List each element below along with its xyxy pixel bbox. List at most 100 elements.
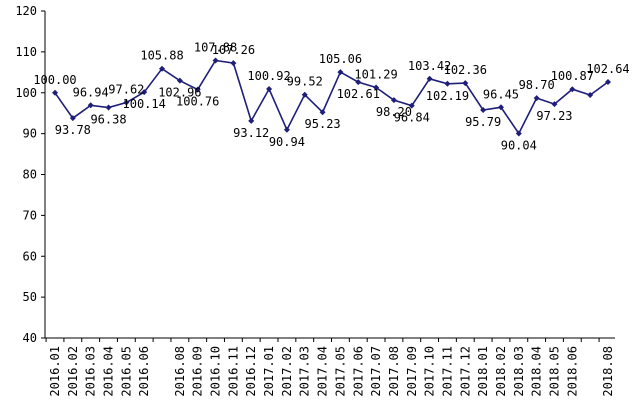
data-label: 96.94 (73, 85, 109, 99)
x-tick-label: 2018.05 (547, 346, 561, 397)
data-label: 102.36 (444, 63, 487, 77)
data-label: 98.70 (519, 78, 555, 92)
data-point (230, 60, 237, 67)
y-tick-label: 80 (23, 168, 37, 182)
x-tick-label: 2017.10 (423, 346, 437, 397)
x-axis: 2016.01 2016.02 2016.03 2016.04 2016.05 2016.… (45, 337, 615, 397)
data-point (87, 102, 94, 109)
y-tick-label: 50 (23, 290, 37, 304)
data-label: 95.79 (465, 115, 501, 129)
x-tick-label: 2016.01 (48, 346, 62, 397)
y-tick-label: 100 (15, 86, 37, 100)
data-label: 96.84 (394, 111, 430, 125)
data-point (569, 86, 576, 93)
x-tick-label: 2017.02 (280, 346, 294, 397)
y-axis: 40 50 60 70 80 90 100 110 120 (15, 4, 46, 345)
series-line (54, 59, 609, 136)
y-tick-label: 120 (15, 4, 37, 18)
x-tick-label: 2017.05 (333, 346, 347, 397)
data-label: 90.94 (269, 135, 305, 149)
data-label: 102.19 (426, 89, 469, 103)
x-tick-label: 2017.08 (387, 346, 401, 397)
x-tick-label: 2017.01 (262, 346, 276, 397)
y-tick-label: 90 (23, 127, 37, 141)
data-point (533, 95, 540, 102)
x-tick-label: 2017.03 (298, 346, 312, 397)
x-tick-label: 2016.06 (137, 346, 151, 397)
x-tick-label: 2018.01 (476, 346, 490, 397)
data-point (283, 126, 290, 133)
data-point (497, 104, 504, 111)
x-tick-label: 2016.02 (66, 346, 80, 397)
data-point (408, 102, 415, 109)
data-label: 93.12 (233, 126, 269, 140)
data-point (355, 79, 362, 86)
data-label: 100.87 (551, 69, 594, 83)
x-tick-label: 2017.11 (440, 346, 454, 397)
data-point (194, 86, 201, 93)
data-point (551, 101, 558, 108)
y-tick-label: 40 (23, 331, 37, 345)
data-label: 100.76 (176, 95, 219, 109)
x-tick-label: 2018.03 (512, 346, 526, 397)
x-tick-label: 2017.04 (316, 346, 330, 397)
data-label: 102.96 (158, 86, 201, 100)
x-tick-label: 2016.03 (84, 346, 98, 397)
x-tick-label: 2017.09 (405, 346, 419, 397)
data-label: 96.45 (483, 87, 519, 101)
data-label: 102.64 (586, 62, 629, 76)
data-label: 97.23 (536, 109, 572, 123)
data-label: 107.26 (212, 43, 255, 57)
y-tick-label: 110 (15, 45, 37, 59)
data-label: 100.92 (247, 69, 290, 83)
y-tick-label: 70 (23, 208, 37, 222)
data-point (123, 99, 130, 106)
x-tick-label: 2016.09 (191, 346, 205, 397)
x-tick-label: 2016.05 (119, 346, 133, 397)
data-point (301, 91, 308, 98)
data-label: 105.88 (140, 49, 183, 63)
data-point (266, 85, 273, 92)
x-tick-label: 2017.06 (351, 346, 365, 397)
data-label: 107.88 (194, 41, 237, 55)
data-point (319, 109, 326, 116)
data-label: 102.61 (337, 87, 380, 101)
data-label: 101.29 (354, 67, 397, 81)
x-tick-label: 2016.12 (244, 346, 258, 397)
data-point (248, 117, 255, 124)
data-point (105, 104, 112, 111)
data-label: 95.23 (305, 117, 341, 131)
x-tick-label: 2017.07 (369, 346, 383, 397)
data-label: 90.04 (501, 138, 537, 152)
data-label: 93.78 (55, 123, 91, 137)
x-tick-label: 2018.02 (494, 346, 508, 397)
data-label: 98.20 (376, 105, 412, 119)
data-point (605, 78, 611, 85)
x-tick-label: 2016.11 (226, 346, 240, 397)
data-point (212, 57, 219, 64)
x-tick-label: 2018.06 (565, 346, 579, 397)
x-tick-label: 2016.04 (102, 346, 116, 397)
data-point (141, 89, 148, 96)
x-tick-label: 2018.08 (601, 346, 615, 397)
data-point (480, 106, 487, 113)
data-label: 99.52 (287, 75, 323, 89)
data-label: 100.00 (33, 73, 76, 87)
x-tick-label: 2017.12 (458, 346, 472, 397)
data-point (390, 97, 397, 104)
data-point (337, 69, 344, 76)
data-point (426, 75, 433, 82)
y-tick-label: 60 (23, 249, 37, 263)
data-label: 96.38 (90, 113, 126, 127)
data-point (176, 77, 183, 84)
data-point (515, 130, 522, 137)
data-point (462, 80, 469, 87)
x-tick-label: 2016.08 (173, 346, 187, 397)
data-point (373, 84, 380, 91)
data-label: 97.62 (108, 82, 144, 96)
data-label: 105.06 (319, 52, 362, 66)
data-point (69, 115, 76, 122)
x-tick-label: 2018.04 (530, 346, 544, 397)
data-point (587, 91, 594, 98)
